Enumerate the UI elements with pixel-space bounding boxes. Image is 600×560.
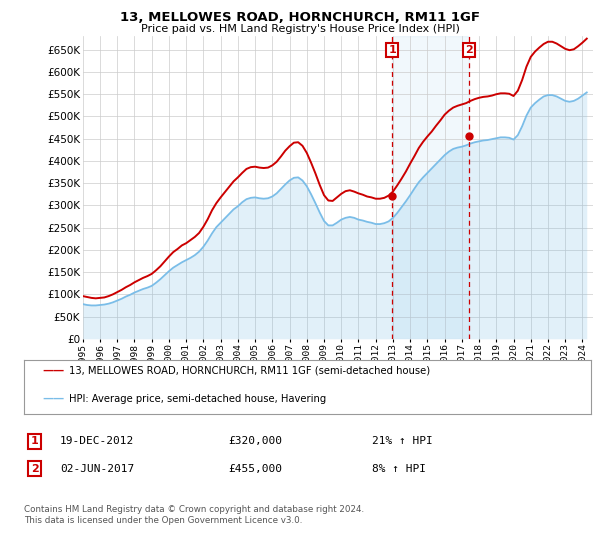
Text: 02-JUN-2017: 02-JUN-2017: [60, 464, 134, 474]
Text: Price paid vs. HM Land Registry's House Price Index (HPI): Price paid vs. HM Land Registry's House …: [140, 24, 460, 34]
Text: Contains HM Land Registry data © Crown copyright and database right 2024.
This d: Contains HM Land Registry data © Crown c…: [24, 505, 364, 525]
Text: 2: 2: [465, 45, 473, 55]
Text: 21% ↑ HPI: 21% ↑ HPI: [372, 436, 433, 446]
Text: 13, MELLOWES ROAD, HORNCHURCH, RM11 1GF: 13, MELLOWES ROAD, HORNCHURCH, RM11 1GF: [120, 11, 480, 24]
Text: 13, MELLOWES ROAD, HORNCHURCH, RM11 1GF (semi-detached house): 13, MELLOWES ROAD, HORNCHURCH, RM11 1GF …: [69, 366, 430, 376]
Text: 8% ↑ HPI: 8% ↑ HPI: [372, 464, 426, 474]
Text: 19-DEC-2012: 19-DEC-2012: [60, 436, 134, 446]
Text: 1: 1: [31, 436, 38, 446]
Text: HPI: Average price, semi-detached house, Havering: HPI: Average price, semi-detached house,…: [69, 394, 326, 404]
Text: 1: 1: [388, 45, 396, 55]
Text: £320,000: £320,000: [228, 436, 282, 446]
Text: ——: ——: [42, 366, 64, 376]
Text: £455,000: £455,000: [228, 464, 282, 474]
Bar: [392, 36, 469, 339]
Text: ——: ——: [42, 394, 64, 404]
Text: 2: 2: [31, 464, 38, 474]
